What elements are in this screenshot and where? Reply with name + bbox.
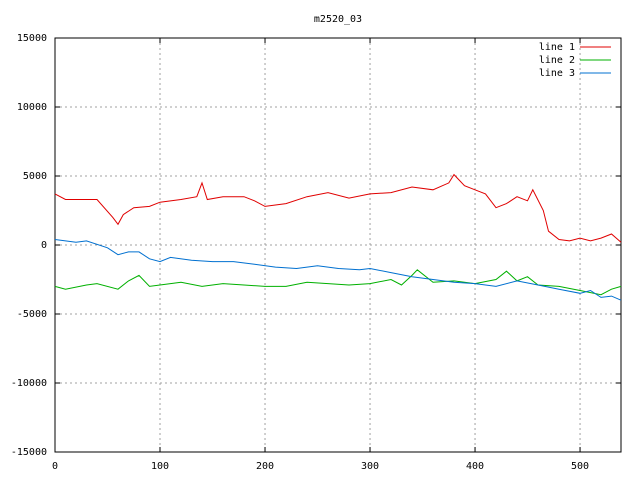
y-tick-label: 10000 [17, 102, 47, 113]
x-tick-label: 400 [466, 461, 484, 472]
x-tick-label: 0 [52, 461, 58, 472]
chart-title: m2520_03 [314, 14, 362, 25]
y-tick-label: -5000 [17, 309, 47, 320]
x-tick-label: 300 [361, 461, 379, 472]
x-tick-label: 200 [256, 461, 274, 472]
legend-label: line 2 [539, 55, 575, 66]
series-line [54, 269, 622, 296]
y-tick-label: 5000 [23, 171, 47, 182]
legend-label: line 1 [539, 42, 575, 53]
plot-frame [54, 37, 622, 453]
y-tick-label: 0 [41, 240, 47, 251]
y-tick-label: -10000 [11, 378, 47, 389]
x-tick-label: 100 [151, 461, 169, 472]
y-tick-label: 15000 [17, 33, 47, 44]
legend-label: line 3 [539, 68, 575, 79]
series-line [54, 173, 622, 243]
series-line [54, 239, 622, 301]
y-tick-label: -15000 [11, 447, 47, 458]
x-tick-label: 500 [571, 461, 589, 472]
